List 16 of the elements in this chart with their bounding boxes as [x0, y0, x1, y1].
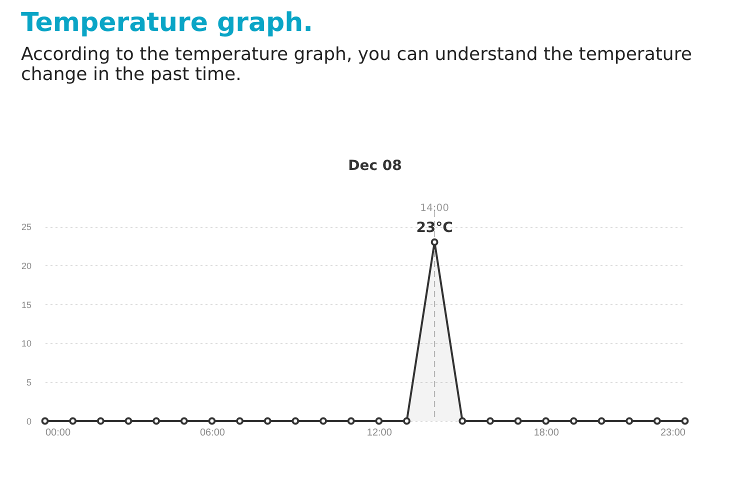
chart-title: Temperature graph. — [20, 8, 314, 38]
annotation: 23°C — [416, 220, 453, 236]
x-tick-label: 06:00 — [200, 428, 226, 438]
x-tick-label: 18:00 — [534, 428, 560, 438]
y-tick-label: 20 — [21, 260, 32, 271]
x-tick-label: 12:00 — [366, 428, 392, 438]
chart-subtitle: According to the temperature graph, you can understand the temperature change in the past time. — [20, 44, 692, 85]
y-tick-label: 10 — [21, 338, 32, 349]
annotation: 14:00 — [420, 203, 449, 214]
y-tick-label: 5 — [26, 378, 32, 388]
text: Dec 08 — [348, 158, 402, 174]
y-tick-label: 15 — [21, 300, 32, 310]
y-tick-label: 25 — [21, 222, 32, 232]
y-tick-label: 0 — [26, 416, 32, 426]
x-tick-label: 00:00 — [46, 428, 71, 438]
x-tick-label: 23:00 — [660, 428, 686, 438]
